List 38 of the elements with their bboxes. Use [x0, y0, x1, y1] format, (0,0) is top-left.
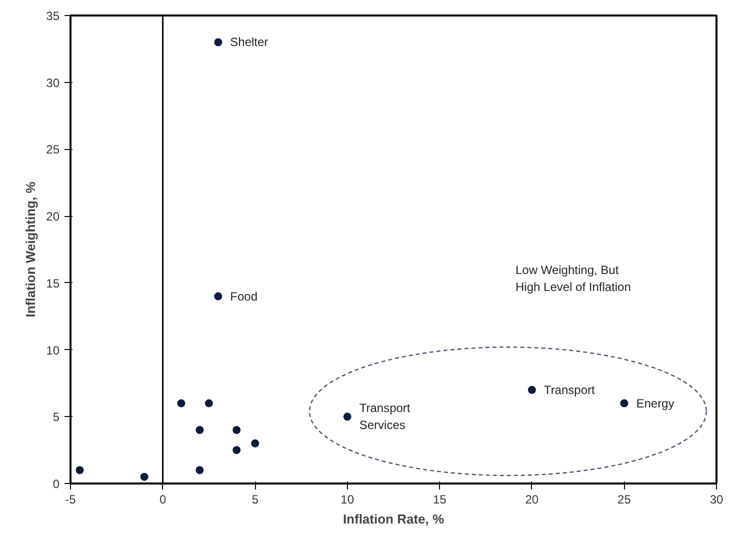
point: [528, 386, 536, 394]
y-tick-label: 35: [46, 9, 60, 23]
point: [232, 446, 241, 454]
annotation: Transport Services: [359, 401, 411, 432]
point: [214, 292, 222, 300]
x-tick-label: 5: [252, 492, 259, 506]
x-tick-label: 15: [432, 492, 447, 506]
annotation: Energy: [636, 396, 674, 410]
y-tick-label: 5: [52, 410, 60, 424]
point: [214, 38, 222, 46]
point: [232, 426, 241, 434]
y-tick-label: 20: [46, 210, 60, 224]
point: [343, 412, 352, 421]
point: [140, 472, 148, 481]
x-tick-label: 0: [159, 492, 166, 506]
x-tick-label: 10: [340, 492, 354, 506]
y-tick-label: 0: [52, 477, 60, 491]
point: [177, 399, 186, 408]
x-tick-label: 30: [710, 492, 724, 506]
point: [620, 399, 628, 408]
y-tick-label: 25: [46, 142, 60, 157]
point: [251, 439, 260, 448]
y-tick-label: 15: [46, 276, 60, 290]
point: [196, 466, 204, 474]
point: [76, 466, 84, 474]
point: [204, 399, 213, 408]
y-axis-title: Inflation Weighting, %: [23, 181, 38, 318]
annotation: Low Weighting, But High Level of Inflation: [516, 263, 631, 294]
x-tick-label: 25: [618, 492, 632, 506]
x-tick-label: -5: [65, 492, 76, 506]
x-axis-title: Inflation Rate, %: [342, 512, 444, 526]
y-tick-label: 10: [46, 343, 60, 358]
y-tick-label: 30: [46, 76, 60, 90]
annotation: Food: [230, 289, 258, 304]
annotation: Transport: [544, 382, 596, 397]
annotation: Shelter: [230, 35, 268, 50]
x-tick-label: 20: [525, 492, 539, 506]
point: [196, 426, 204, 434]
